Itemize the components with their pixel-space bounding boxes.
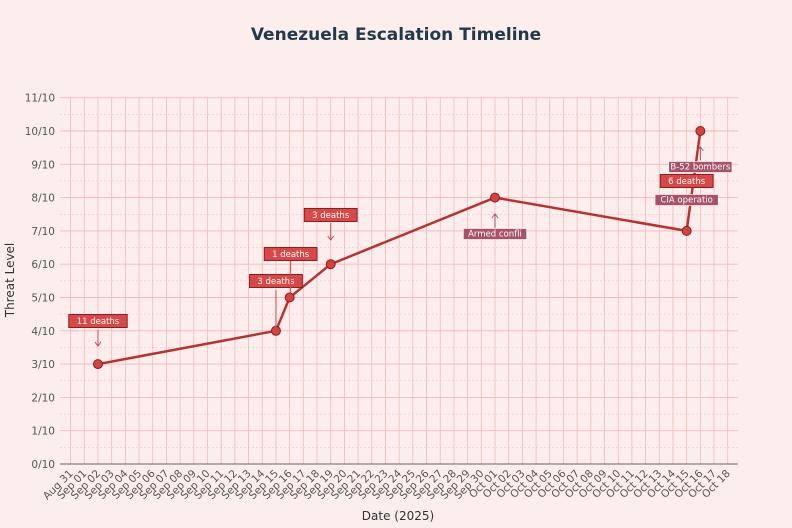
y-tick-label: 11/10: [25, 93, 55, 105]
data-point: [284, 292, 295, 303]
y-tick-label: 0/10: [31, 459, 55, 471]
data-point: [92, 359, 103, 370]
chart-title: Venezuela Escalation Timeline: [251, 25, 541, 45]
y-tick-label: 9/10: [31, 159, 55, 171]
arrowhead-icon: [272, 329, 280, 335]
arrowhead-icon: [94, 341, 102, 347]
annotation-box: [263, 247, 318, 261]
y-tick-label: 5/10: [31, 293, 55, 305]
y-tick-label: 6/10: [31, 259, 55, 271]
y-tick-label: 1/10: [31, 426, 55, 438]
data-point: [489, 192, 500, 203]
annotation-box: [68, 314, 128, 328]
y-tick-label: 8/10: [31, 193, 55, 205]
annotation-box: [659, 174, 714, 188]
annotation-box: [668, 161, 733, 173]
annotation-label: 3 deaths: [257, 277, 295, 287]
annotation-label: 3 deaths: [312, 211, 350, 221]
y-axis-label: Threat Level: [3, 243, 17, 319]
annotation-label: Armed confli: [468, 230, 522, 240]
annotation-box: [463, 228, 527, 240]
data-point: [325, 259, 336, 270]
annotation-label: 1 deaths: [272, 250, 310, 260]
arrowhead-icon: [327, 235, 335, 241]
x-axis-label: Date (2025): [362, 509, 434, 523]
annotation-label: 11 deaths: [77, 317, 120, 327]
annotation-box: [303, 208, 358, 222]
y-tick-label: 10/10: [25, 126, 55, 138]
annotation-label: 6 deaths: [668, 177, 706, 187]
y-tick-label: 4/10: [31, 326, 55, 338]
y-tick-label: 2/10: [31, 392, 55, 404]
arrowhead-icon: [491, 213, 499, 219]
data-point: [695, 126, 706, 136]
annotation-label: B-52 bombers: [670, 163, 730, 173]
annotation-label: CIA operatio: [660, 196, 712, 206]
arrowhead-icon: [696, 146, 704, 152]
data-point: [681, 225, 692, 236]
annotation-box: [654, 194, 719, 206]
annotation-box: [249, 274, 303, 288]
y-tick-label: 7/10: [31, 226, 55, 238]
y-tick-label: 3/10: [31, 359, 55, 371]
